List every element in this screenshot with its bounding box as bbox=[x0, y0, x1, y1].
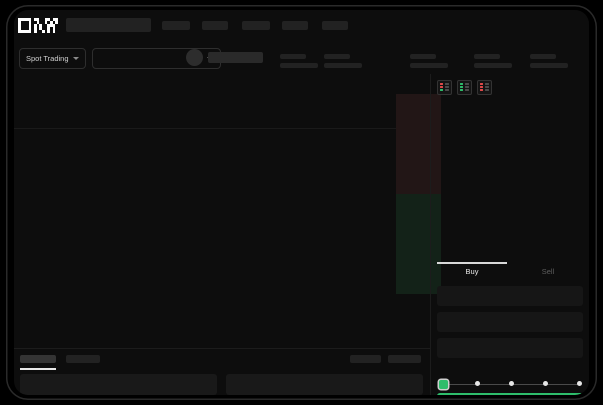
volume-chart bbox=[14, 302, 430, 346]
orderbook-mode-asks[interactable] bbox=[477, 80, 492, 95]
bottom-action-2[interactable] bbox=[388, 355, 421, 363]
slider-stop-100[interactable] bbox=[577, 381, 582, 386]
chart-toolbar bbox=[14, 74, 430, 94]
order-price-field[interactable] bbox=[437, 286, 583, 306]
trading-mode-selector[interactable]: Spot Trading bbox=[19, 48, 86, 69]
slider-stop-50[interactable] bbox=[509, 381, 514, 386]
market-subheader: Spot Trading bbox=[14, 42, 589, 74]
market-stat-2 bbox=[324, 54, 362, 68]
market-stat-3-label bbox=[410, 54, 436, 59]
place-order-button[interactable] bbox=[437, 393, 583, 395]
tab-buy[interactable]: Buy bbox=[465, 267, 479, 276]
buy-tab-underline bbox=[437, 262, 507, 264]
orderbook-mode-bids[interactable] bbox=[457, 80, 472, 95]
depth-bid-area bbox=[396, 194, 441, 294]
market-stat-3 bbox=[410, 54, 448, 68]
market-stat-1-label bbox=[280, 54, 306, 59]
market-stat-1-value bbox=[280, 63, 318, 68]
depth-chart bbox=[396, 94, 441, 294]
tab-sell[interactable]: Sell bbox=[541, 267, 555, 276]
slider-stop-25[interactable] bbox=[475, 381, 480, 386]
market-stat-1 bbox=[280, 54, 318, 68]
top-navigation-bar bbox=[14, 10, 589, 42]
bottom-card-left[interactable] bbox=[20, 374, 217, 395]
market-stat-5 bbox=[530, 54, 568, 68]
okx-logo-icon[interactable] bbox=[18, 18, 58, 33]
pair-avatar bbox=[186, 49, 203, 66]
chevron-down-icon bbox=[72, 57, 79, 60]
order-form bbox=[431, 284, 589, 380]
market-stat-5-value bbox=[530, 63, 568, 68]
pair-name-placeholder bbox=[208, 52, 263, 63]
bottom-action-1[interactable] bbox=[350, 355, 381, 363]
orderbook-view-modes bbox=[437, 80, 492, 95]
market-stat-4 bbox=[474, 54, 512, 68]
order-book[interactable] bbox=[431, 98, 589, 258]
app-screen: Spot Trading bbox=[14, 10, 589, 395]
bottom-tab-bar bbox=[14, 348, 430, 371]
nav-item-5[interactable] bbox=[322, 21, 348, 30]
slider-handle[interactable] bbox=[439, 379, 448, 389]
nav-item-4[interactable] bbox=[282, 21, 308, 30]
trading-mode-label: Spot Trading bbox=[26, 54, 69, 63]
bottom-card-right[interactable] bbox=[226, 374, 423, 395]
market-stat-5-label bbox=[530, 54, 556, 59]
amount-percent-slider[interactable] bbox=[439, 379, 582, 389]
order-total-field[interactable] bbox=[437, 338, 583, 358]
depth-ask-area bbox=[396, 94, 441, 194]
market-stat-4-label bbox=[474, 54, 500, 59]
slider-stop-75[interactable] bbox=[543, 381, 548, 386]
nav-item-2[interactable] bbox=[202, 21, 228, 30]
market-stat-3-value bbox=[410, 63, 448, 68]
trade-sidebar: Buy Sell bbox=[430, 74, 589, 395]
chart-gridline bbox=[14, 128, 430, 129]
order-amount-field[interactable] bbox=[437, 312, 583, 332]
nav-item-1[interactable] bbox=[162, 21, 190, 30]
bottom-tab-2[interactable] bbox=[66, 355, 100, 363]
bottom-tab-1-underline bbox=[20, 368, 56, 370]
market-stat-2-label bbox=[324, 54, 350, 59]
market-stat-2-value bbox=[324, 63, 362, 68]
search-input[interactable] bbox=[66, 18, 151, 32]
nav-item-3[interactable] bbox=[242, 21, 270, 30]
market-stat-4-value bbox=[474, 63, 512, 68]
buy-sell-tabs: Buy Sell bbox=[431, 260, 589, 284]
price-chart[interactable] bbox=[14, 94, 430, 294]
bottom-tab-1[interactable] bbox=[20, 355, 56, 363]
orderbook-mode-both[interactable] bbox=[437, 80, 452, 95]
